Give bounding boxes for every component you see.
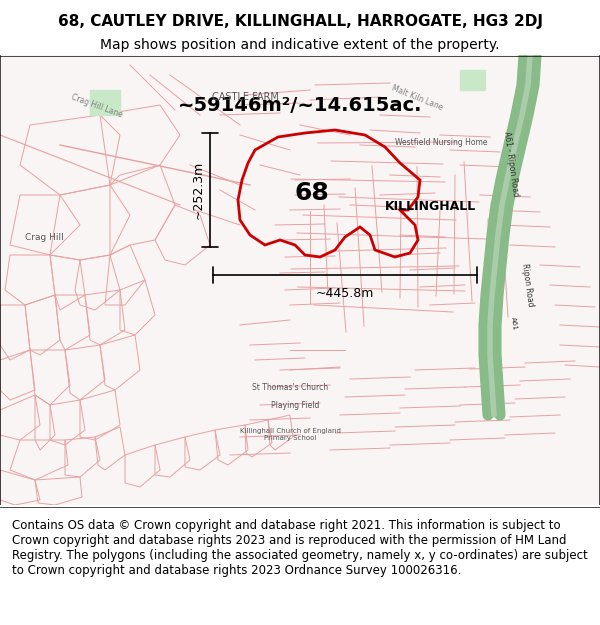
Text: St Thomas's Church: St Thomas's Church xyxy=(252,383,328,392)
Bar xyxy=(460,70,485,90)
Text: CASTLE FARM: CASTLE FARM xyxy=(212,92,278,102)
Text: ~59146m²/~14.615ac.: ~59146m²/~14.615ac. xyxy=(178,96,422,115)
Text: Ripon Road: Ripon Road xyxy=(520,262,535,307)
Text: Playing Field: Playing Field xyxy=(271,401,319,410)
Text: Killinghall Church of England
Primary School: Killinghall Church of England Primary Sc… xyxy=(239,428,340,441)
Text: Map shows position and indicative extent of the property.: Map shows position and indicative extent… xyxy=(100,39,500,52)
Text: Contains OS data © Crown copyright and database right 2021. This information is : Contains OS data © Crown copyright and d… xyxy=(12,519,588,578)
Text: Crag Hill: Crag Hill xyxy=(25,233,64,242)
Text: A61: A61 xyxy=(510,316,518,331)
Text: ~252.3m: ~252.3m xyxy=(192,161,205,219)
Text: 68, CAUTLEY DRIVE, KILLINGHALL, HARROGATE, HG3 2DJ: 68, CAUTLEY DRIVE, KILLINGHALL, HARROGAT… xyxy=(58,14,542,29)
Text: Malt Kiln Lane: Malt Kiln Lane xyxy=(390,83,444,112)
Bar xyxy=(90,90,120,115)
Text: 68: 68 xyxy=(295,181,330,205)
Text: Crag Hill Lane: Crag Hill Lane xyxy=(70,92,124,119)
Text: KILLINGHALL: KILLINGHALL xyxy=(385,200,476,213)
Text: A61 - Ripon Road: A61 - Ripon Road xyxy=(502,131,520,197)
Text: ~445.8m: ~445.8m xyxy=(316,287,374,300)
Text: Westfield Nursing Home: Westfield Nursing Home xyxy=(395,138,487,147)
